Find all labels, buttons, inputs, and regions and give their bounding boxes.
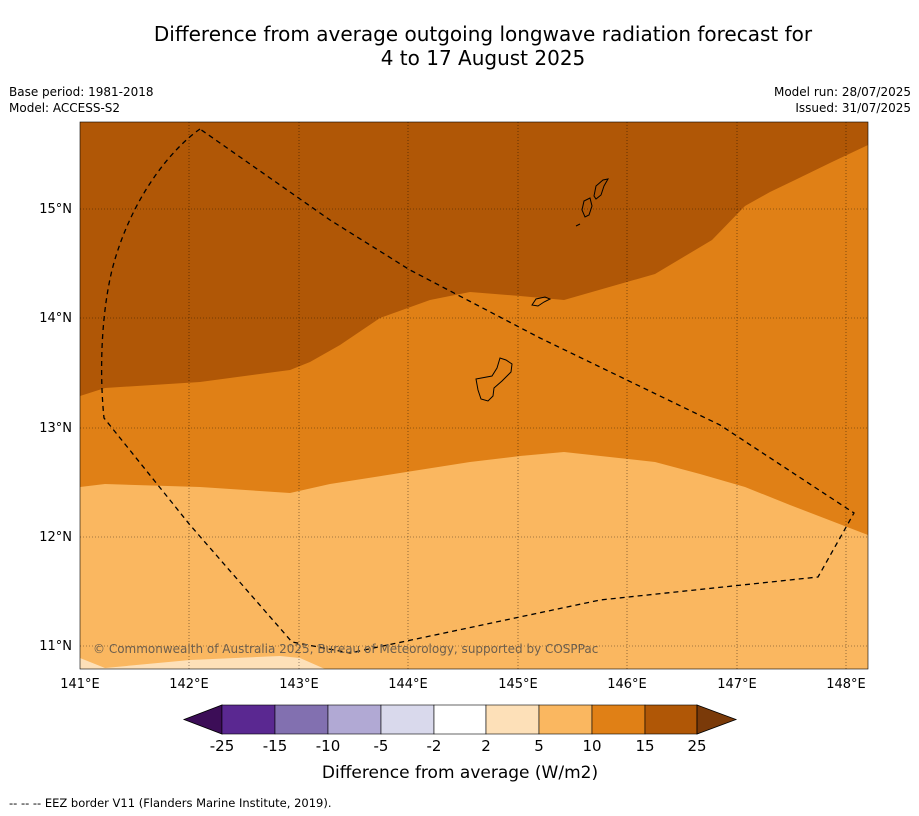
copyright-text: © Commonwealth of Australia 2025, Bureau… [93,642,598,656]
colorbar-tick: -25 [210,737,235,755]
map-title: Difference from average outgoing longwav… [0,22,919,70]
lat-label: 13°N [39,421,72,436]
colorbar-swatch [380,704,435,735]
model-run-text: Model run: 28/07/2025 [773,85,911,99]
colorbar-tick: -15 [263,737,288,755]
colorbar-tick: -2 [427,737,442,755]
colorbar-tick: 10 [582,737,601,755]
eez-legend-note: -- -- -- EEZ border V11 (Flanders Marine… [9,796,332,810]
colorbar-swatch [644,704,698,735]
lon-label: 147°E [717,677,757,692]
lat-label: 14°N [39,311,72,326]
meta-right: Model run: 28/07/2025 Issued: 31/07/2025 [774,84,911,116]
band-15-25 [80,122,868,396]
lat-labels: 15°N 14°N 13°N 12°N 11°N [39,202,72,654]
colorbar-tick: -5 [374,737,389,755]
model-text: Model: ACCESS-S2 [9,101,121,115]
colorbar-swatch [327,704,382,735]
graticule [80,122,868,669]
aguijan-island [575,223,581,227]
colorbar-tick: 15 [635,737,654,755]
lon-label: 143°E [279,677,319,692]
title-line-1: Difference from average outgoing longwav… [153,22,813,46]
colorbar-tick: 25 [687,737,706,755]
meta-left: Base period: 1981-2018 Model: ACCESS-S2 [9,84,154,116]
colorbar-swatch [274,704,329,735]
colorbar-label: Difference from average (W/m2) [322,763,598,783]
colorbar-swatch [485,704,540,735]
colorbar-arrow-right [696,704,738,735]
eez-border [100,128,855,654]
lon-label: 142°E [169,677,209,692]
lat-label: 11°N [39,639,72,654]
colorbar-arrow-left [182,704,223,735]
saipan-island [593,178,609,200]
lon-label: 144°E [388,677,428,692]
colorbar-tick: -10 [316,737,341,755]
colorbar-swatch [221,704,276,735]
lon-label: 146°E [607,677,647,692]
lon-label: 148°E [826,677,866,692]
band-5-10 [80,452,868,669]
guam-island [475,357,513,402]
tinian-island [581,197,593,218]
colorbar-tick: 2 [481,737,491,755]
map-frame [79,121,869,670]
base-period-text: Base period: 1981-2018 [9,85,154,99]
colorbar-swatch [538,704,593,735]
rota-island [531,296,552,307]
colorbar-tick: 5 [534,737,544,755]
colorbar-ticks: -25 -15 -10 -5 -2 2 5 10 15 25 [210,737,707,755]
title-line-2: 4 to 17 August 2025 [380,46,586,70]
colorbar [182,704,738,735]
issued-text: Issued: 31/07/2025 [795,101,911,115]
lon-label: 145°E [498,677,538,692]
colorbar-swatch [591,704,646,735]
map-area: © Commonwealth of Australia 2025, Bureau… [80,122,868,669]
lat-label: 15°N [39,202,72,217]
lat-label: 12°N [39,530,72,545]
lon-label: 141°E [60,677,100,692]
lon-labels: 141°E 142°E 143°E 144°E 145°E 146°E 147°… [60,677,866,692]
colorbar-swatch [433,704,487,735]
band-2-5 [80,656,325,669]
